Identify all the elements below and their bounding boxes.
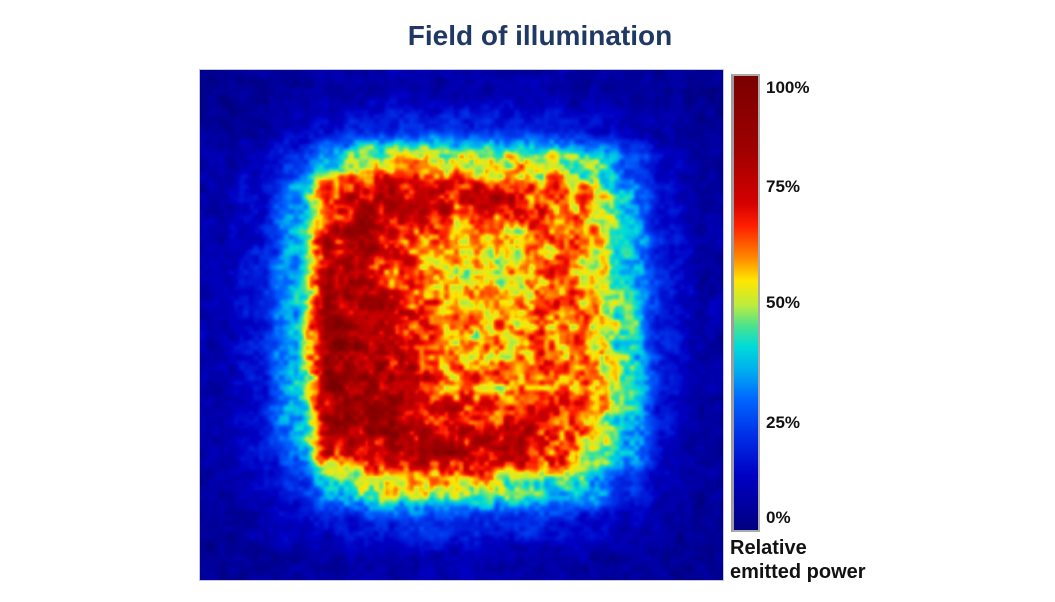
colorbar-tick-25: 25% <box>766 412 801 432</box>
colorbar-caption: Relative emitted power <box>730 536 866 584</box>
colorbar-tick-labels: 100% 75% 50% 25% 0% <box>766 76 836 530</box>
colorbar-tick-50: 50% <box>766 293 801 312</box>
illumination-heatmap <box>199 69 724 581</box>
colorbar-caption-line1: Relative <box>730 537 807 559</box>
colorbar-tick-0: 0% <box>766 507 791 527</box>
colorbar <box>731 74 760 532</box>
figure-title: Field of illumination <box>407 20 673 51</box>
colorbar-tick-100: 100% <box>766 77 810 97</box>
colorbar-caption-line2: emitted power <box>730 561 866 583</box>
colorbar-gradient <box>734 76 758 530</box>
colorbar-tick-75: 75% <box>766 176 801 196</box>
